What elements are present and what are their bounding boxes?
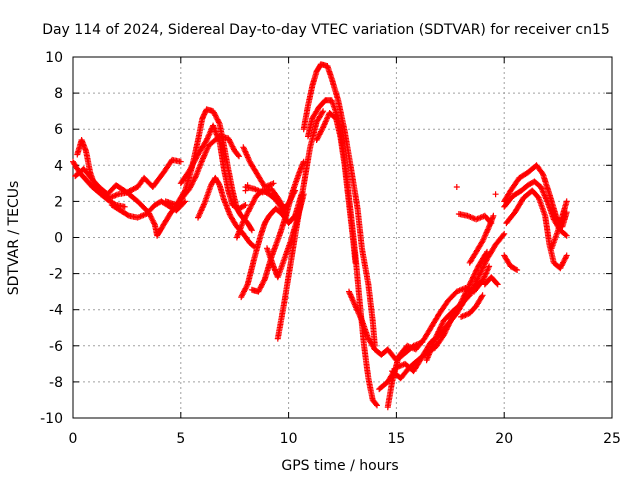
series-track-29 (503, 187, 570, 272)
x-tick-label: 25 (603, 431, 621, 447)
isolated-point (453, 184, 460, 190)
x-tick-labels: 0 5 10 15 20 25 (69, 431, 621, 447)
x-tick-label: 10 (280, 431, 298, 447)
y-tick-label: -10 (40, 411, 63, 427)
series-track-25 (481, 274, 501, 288)
data-series (70, 61, 570, 411)
y-tick-label: 8 (54, 86, 63, 102)
y-tick-label: 10 (45, 50, 63, 66)
series-track-03 (72, 156, 184, 198)
series-track-28 (501, 162, 570, 230)
isolated-point (242, 187, 249, 194)
isolated-point (492, 191, 499, 198)
y-tick-label: -8 (49, 375, 63, 391)
axis-ticks (72, 56, 613, 419)
series-track-30 (501, 252, 521, 273)
series-track-26 (455, 211, 495, 227)
series-track-15 (300, 61, 378, 349)
x-tick-label: 20 (495, 431, 513, 447)
series-track-14 (274, 108, 327, 342)
y-tick-label: 2 (54, 194, 63, 210)
y-tick-label: -2 (49, 267, 63, 283)
series-track-06 (162, 106, 255, 234)
series-track-23 (458, 292, 486, 320)
y-tick-label: -4 (49, 303, 63, 319)
x-tick-label: 15 (387, 431, 405, 447)
y-tick-labels: -10 -8 -6 -4 -2 0 2 4 6 8 10 (40, 50, 63, 427)
series-track-08 (195, 174, 258, 250)
series-track-12 (248, 158, 307, 295)
x-tick-label: 0 (69, 431, 78, 447)
series-track-32 (240, 144, 277, 190)
chart-title: Day 114 of 2024, Sidereal Day-to-day VTE… (42, 22, 610, 38)
y-tick-label: 4 (54, 158, 63, 174)
series-track-31 (548, 198, 570, 252)
x-tick-label: 5 (176, 431, 185, 447)
series-track-22 (423, 230, 508, 364)
y-axis-label: SDTVAR / TECUs (6, 181, 22, 296)
series-track-17 (313, 110, 359, 266)
series-track-24 (466, 212, 497, 266)
y-tick-label: 0 (54, 231, 63, 247)
y-tick-label: -6 (49, 339, 63, 355)
y-tick-label: 6 (54, 122, 63, 138)
series-track-07 (177, 122, 249, 212)
isolated-point (244, 182, 251, 189)
x-axis-label: GPS time / hours (281, 458, 398, 474)
